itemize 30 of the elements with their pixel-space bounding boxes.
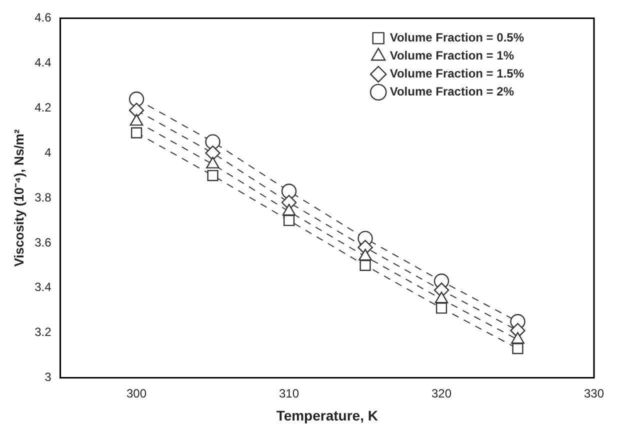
point (205, 145, 220, 161)
point (130, 127, 142, 138)
point (205, 134, 220, 150)
legend-label: Volume Fraction = 1% (390, 48, 514, 63)
y-tick-label: 3 (44, 370, 52, 384)
x-axis-title: Temperature, K (276, 407, 378, 424)
x-tick-label: 320 (431, 386, 452, 400)
point (207, 170, 218, 182)
point (128, 92, 144, 107)
point (436, 302, 448, 314)
y-tick-label: 3.6 (34, 235, 52, 250)
legend-label: Volume Fraction = 0.5% (390, 30, 524, 45)
point (283, 214, 295, 226)
point (128, 102, 144, 118)
point (281, 184, 297, 199)
x-tick-label: 300 (126, 386, 147, 400)
y-tick-label: 4.6 (34, 10, 52, 25)
legend-label: Volume Fraction = 1.5% (390, 66, 524, 81)
x-tick-label: 310 (279, 386, 300, 400)
point (512, 343, 524, 354)
y-tick-label: 4.2 (34, 100, 52, 114)
point (360, 260, 371, 271)
y-tick-label: 3.2 (34, 325, 52, 340)
y-tick-label: 3.4 (34, 280, 52, 294)
y-axis-title: Viscosity (10⁻⁴), Ns/m² (11, 128, 26, 267)
legend-label: Volume Fraction = 2% (390, 84, 514, 99)
y-tick-label: 4 (44, 145, 52, 160)
y-tick-label: 3.8 (34, 190, 52, 204)
y-tick-label: 4.4 (34, 55, 52, 70)
x-tick-label: 330 (584, 386, 604, 400)
